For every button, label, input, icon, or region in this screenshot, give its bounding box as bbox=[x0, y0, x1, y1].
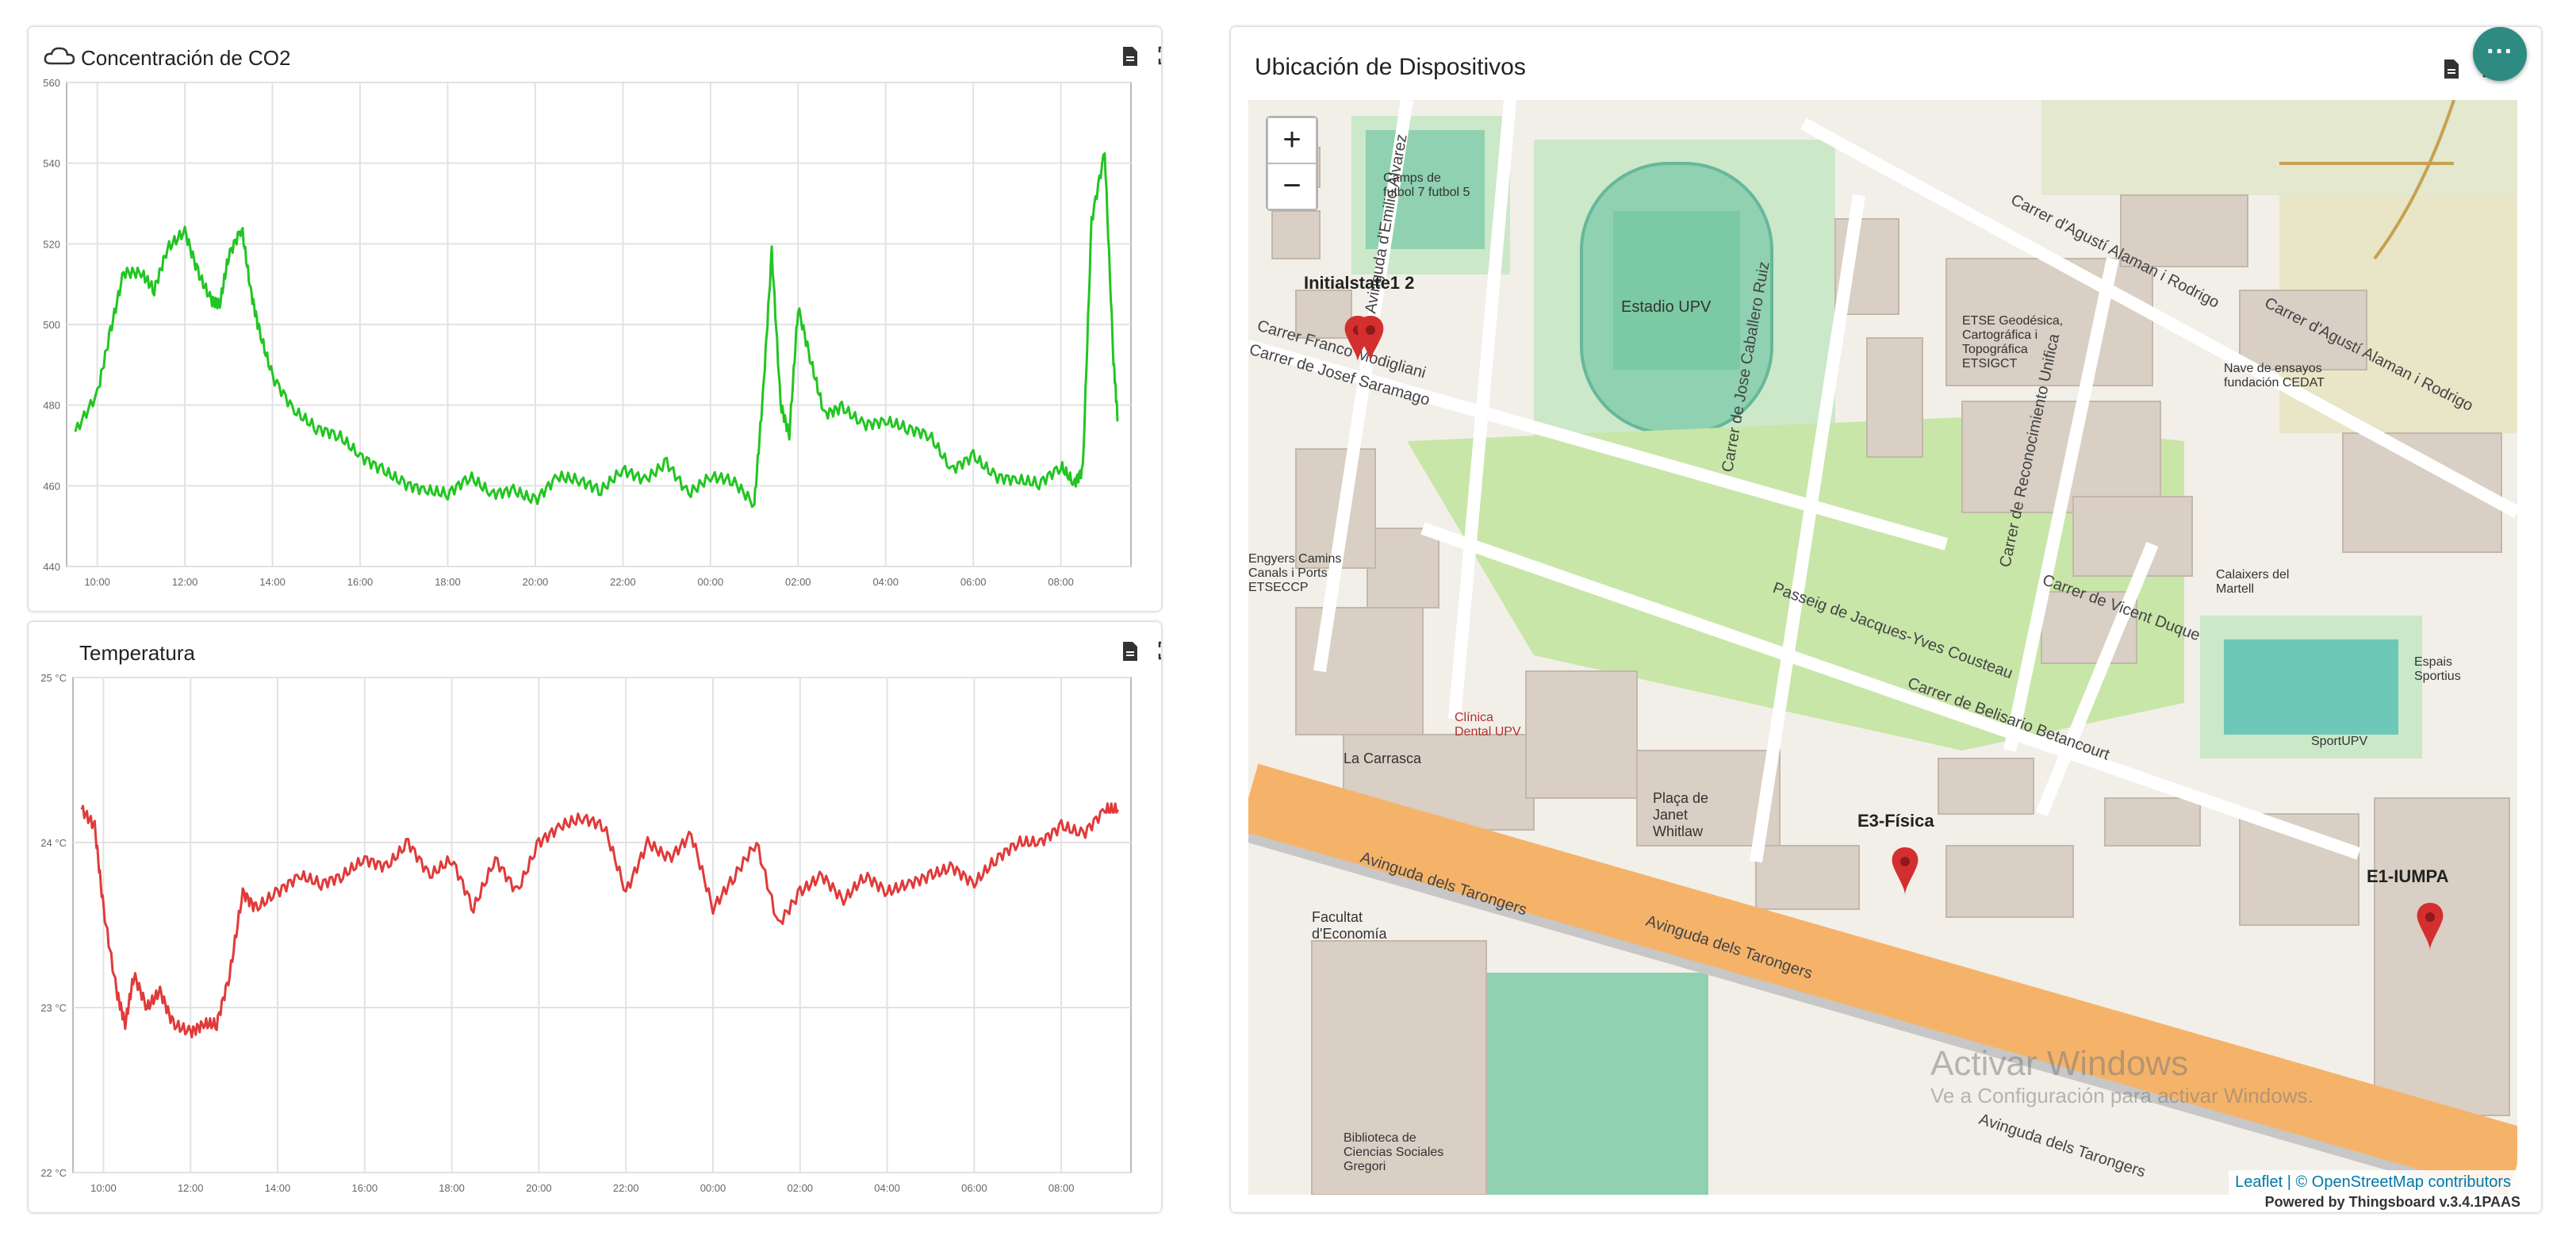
place-label: Nave de ensayos fundación CEDAT bbox=[2224, 362, 2325, 390]
x-tick-label: 12:00 bbox=[172, 576, 198, 588]
device-marker[interactable]: E1-IUMPA bbox=[2367, 866, 2449, 958]
temperature-line-chart: 25 °C 24 °C 23 °C 22 °C 10:00 12:00 14:00 16:00… bbox=[40, 672, 1132, 1194]
more-icon: ··· bbox=[2486, 36, 2513, 67]
map-pin-icon bbox=[1892, 847, 1919, 895]
fullscreen-icon[interactable] bbox=[1158, 641, 1161, 663]
x-tick-label: 18:00 bbox=[435, 576, 461, 588]
map-canvas[interactable]: Carrer d'Agustí Alaman i Rodrigo Carrer … bbox=[1248, 100, 2517, 1195]
map-pin-icon bbox=[2417, 903, 2444, 950]
zoom-in-button[interactable]: + bbox=[1267, 117, 1317, 163]
y-tick-label: 480 bbox=[43, 400, 60, 412]
temperature-chart-widget: Temperatura 25 °C 24 °C 23 °C 22 °C 10:00 12:… bbox=[29, 622, 1161, 1212]
y-tick-label: 22 °C bbox=[40, 1167, 67, 1179]
y-tick-label: 23 °C bbox=[40, 1002, 67, 1014]
x-tick-label: 14:00 bbox=[259, 576, 286, 588]
export-csv-icon[interactable] bbox=[2443, 59, 2460, 83]
map-pitch bbox=[1613, 211, 1740, 370]
co2-chart-widget: Concentración de CO2 560 540 520 500 480 460 4… bbox=[29, 27, 1161, 611]
plot-frame bbox=[72, 677, 1132, 1173]
map-widget-title: Ubicación de Dispositivos bbox=[1255, 54, 1526, 80]
co2-widget-title: Concentración de CO2 bbox=[81, 46, 291, 70]
x-tick-label: 18:00 bbox=[439, 1182, 465, 1194]
marker-label: E1-IUMPA bbox=[2367, 866, 2449, 886]
y-tick-label: 560 bbox=[43, 77, 60, 89]
x-tick-label: 22:00 bbox=[613, 1182, 639, 1194]
x-tick-label: 10:00 bbox=[84, 576, 110, 588]
place-label: La Carrasca bbox=[1344, 751, 1422, 766]
place-label: ETSE Geodésica, Cartográfica i Topográfi… bbox=[1962, 314, 2064, 370]
map-avenue bbox=[1248, 763, 2517, 1195]
map-farmland bbox=[2041, 100, 2517, 195]
fullscreen-icon[interactable] bbox=[1158, 46, 1161, 68]
x-tick-label: 12:00 bbox=[178, 1182, 204, 1194]
place-label: Estadio UPV bbox=[1621, 298, 1712, 316]
place-label: Espais Sportius bbox=[2414, 655, 2461, 683]
place-label: Biblioteca de Ciencias Sociales Gregori bbox=[1344, 1131, 1444, 1173]
place-label: Camps de futbol 7 futbol 5 bbox=[1383, 171, 1470, 199]
attribution-text[interactable]: Leaflet | © OpenStreetMap contributors bbox=[2235, 1173, 2511, 1191]
map-roads bbox=[1248, 100, 2517, 863]
x-tick-label: 16:00 bbox=[347, 576, 374, 588]
more-actions-button[interactable]: ··· bbox=[2473, 27, 2527, 81]
map-tram bbox=[1248, 833, 2507, 1195]
street-label: Avinguda dels Tarongers bbox=[1976, 1111, 2147, 1181]
place-label: Plaça de Janet Whitlaw bbox=[1653, 790, 1709, 839]
place-label: Engyers Camins Canals i Ports ETSECCP bbox=[1248, 552, 1342, 594]
cloud-icon bbox=[44, 47, 75, 65]
x-tick-label: 00:00 bbox=[698, 576, 724, 588]
place-label: Facultat d'Economía bbox=[1312, 909, 1387, 942]
y-tick-label: 440 bbox=[43, 561, 60, 573]
x-tick-label: 20:00 bbox=[523, 576, 549, 588]
co2-line-chart: 560 540 520 500 480 460 440 10:00 12:00 14:00 16:0… bbox=[43, 77, 1132, 588]
y-tick-label: 24 °C bbox=[40, 837, 67, 849]
x-tick-label: 04:00 bbox=[872, 576, 899, 588]
x-tick-label: 10:00 bbox=[90, 1182, 117, 1194]
marker-label: E3-Física bbox=[1857, 811, 1934, 831]
place-label: Clínica Dental UPV bbox=[1455, 711, 1521, 739]
y-tick-label: 520 bbox=[43, 238, 60, 250]
x-tick-label: 20:00 bbox=[526, 1182, 552, 1194]
y-tick-label: 25 °C bbox=[40, 672, 67, 684]
map-pitch bbox=[1486, 973, 1708, 1195]
watermark-line1: Activar Windows bbox=[1930, 1044, 2189, 1083]
y-tick-label: 540 bbox=[43, 158, 60, 170]
device-marker[interactable]: E3-Física bbox=[1857, 811, 1934, 902]
export-csv-icon[interactable] bbox=[1121, 641, 1139, 665]
map-widget: Ubicación de Dispositivos bbox=[1231, 27, 2541, 1212]
temp-widget-title: Temperatura bbox=[79, 641, 195, 665]
place-label: SportUPV bbox=[2311, 735, 2368, 748]
map-path bbox=[2373, 100, 2455, 260]
x-tick-label: 08:00 bbox=[1048, 576, 1074, 588]
watermark-line2: Ve a Configuración para activar Windows. bbox=[1930, 1084, 2313, 1108]
x-tick-label: 02:00 bbox=[785, 576, 811, 588]
zoom-out-button[interactable]: − bbox=[1267, 163, 1317, 209]
x-tick-label: 14:00 bbox=[265, 1182, 291, 1194]
x-tick-label: 02:00 bbox=[788, 1182, 814, 1194]
x-tick-label: 16:00 bbox=[352, 1182, 378, 1194]
place-label: Calaixers del Martell bbox=[2216, 568, 2290, 596]
x-tick-label: 22:00 bbox=[610, 576, 636, 588]
x-tick-label: 06:00 bbox=[960, 576, 987, 588]
y-tick-label: 460 bbox=[43, 480, 60, 492]
map-tiles: Carrer d'Agustí Alaman i Rodrigo Carrer … bbox=[1248, 100, 2517, 1195]
series-line bbox=[74, 152, 1119, 509]
powered-by-link[interactable]: Powered by Thingsboard v.3.4.1PAAS bbox=[2264, 1194, 2520, 1210]
export-csv-icon[interactable] bbox=[1121, 46, 1139, 70]
series-line bbox=[80, 802, 1119, 1038]
map-attribution: Leaflet | © OpenStreetMap contributors bbox=[2229, 1170, 2517, 1195]
x-tick-label: 04:00 bbox=[874, 1182, 900, 1194]
windows-watermark: Activar Windows Ve a Configuración para … bbox=[1930, 1044, 2313, 1108]
x-tick-label: 08:00 bbox=[1048, 1182, 1075, 1194]
y-tick-label: 500 bbox=[43, 319, 60, 331]
x-tick-label: 00:00 bbox=[700, 1182, 726, 1194]
map-pin-icon bbox=[1344, 316, 1384, 362]
device-marker[interactable]: Initialstate1 2 bbox=[1304, 273, 1414, 374]
map-pool bbox=[2224, 639, 2398, 735]
zoom-control: + − bbox=[1266, 116, 1318, 211]
marker-label: Initialstate1 2 bbox=[1304, 273, 1415, 293]
x-tick-label: 06:00 bbox=[961, 1182, 987, 1194]
